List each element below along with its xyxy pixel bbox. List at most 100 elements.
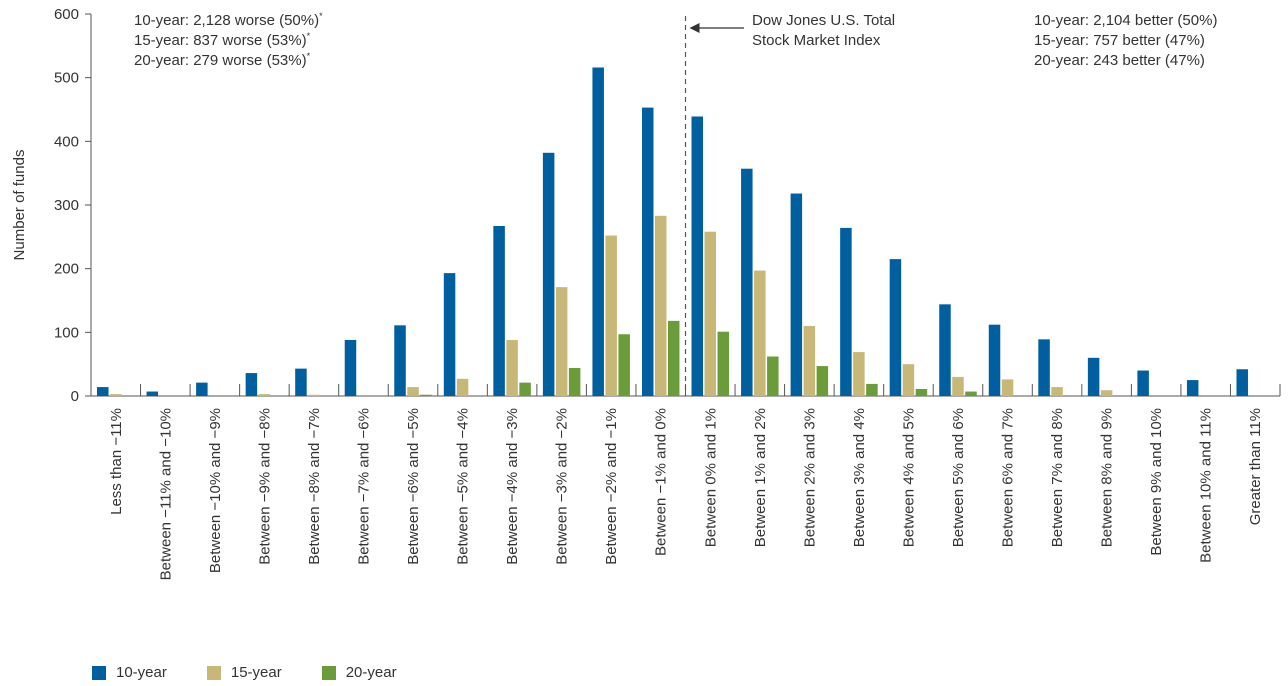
category-label-19: Between 7% and 8%: [1049, 408, 1066, 547]
bar-10-year-11: [641, 107, 654, 396]
bar-10-year-8: [493, 226, 505, 396]
category-label-22: Between 10% and 11%: [1198, 408, 1215, 563]
bar-20-year-14: [816, 366, 829, 396]
legend-swatch-10yr: [92, 665, 106, 680]
better-line-20yr: 20-year: 243 better (47%): [1034, 52, 1205, 69]
bar-15-year-13: [754, 270, 766, 396]
category-label-5: Between −7% and −6%: [355, 408, 372, 565]
reference-line-label: Dow Jones U.S. Total Stock Market Index: [752, 11, 895, 51]
reference-label-line-1: Dow Jones U.S. Total: [752, 12, 896, 29]
bar-15-year-4: [308, 394, 320, 396]
bar-15-year-6: [407, 387, 419, 396]
y-tick-label: 200: [54, 261, 79, 278]
y-tick-label: 0: [71, 388, 79, 405]
bar-20-year-9: [568, 367, 581, 396]
bar-20-year-13: [767, 356, 779, 396]
legend-label-15yr: 15-year: [230, 664, 282, 681]
bar-10-year-6: [394, 325, 406, 396]
category-label-9: Between −3% and −2%: [554, 408, 571, 565]
better-line-10yr: 10-year: 2,104 better (50%): [1034, 12, 1218, 29]
bar-15-year-11: [654, 215, 667, 396]
bar-10-year-1: [146, 391, 159, 396]
bar-10-year-15: [840, 227, 852, 396]
worse-annotation: 10-year: 2,128 worse (50%)* 15-year: 837…: [134, 11, 323, 71]
bar-15-year-19: [1051, 387, 1063, 396]
bar-20-year-17: [965, 391, 977, 396]
bar-10-year-7: [443, 273, 456, 396]
bar-10-year-23: [1236, 369, 1248, 396]
category-label-12: Between 0% and 1%: [702, 408, 719, 547]
bar-20-year-6: [420, 394, 432, 396]
legend-item-20yr: 20-year: [321, 664, 397, 681]
y-tick-label: 400: [54, 133, 79, 150]
category-label-20: Between 8% and 9%: [1099, 408, 1116, 547]
bar-20-year-16: [915, 388, 928, 396]
category-label-17: Between 5% and 6%: [950, 408, 967, 547]
category-label-15: Between 3% and 4%: [851, 408, 868, 547]
bar-10-year-19: [1038, 339, 1050, 396]
bar-10-year-5: [344, 339, 357, 396]
bar-20-year-15: [866, 383, 878, 396]
legend-item-10yr: 10-year: [92, 664, 167, 681]
bar-10-year-22: [1186, 380, 1199, 396]
bar-20-year-11: [667, 320, 680, 396]
worse-line-10yr: 10-year: 2,128 worse (50%)*: [134, 11, 323, 30]
bar-10-year-20: [1087, 357, 1100, 396]
category-label-0: Less than −11%: [108, 408, 125, 515]
category-label-14: Between 2% and 3%: [801, 408, 818, 547]
y-tick-label: 600: [54, 6, 79, 23]
bar-15-year-12: [704, 231, 717, 396]
better-annotation: 10-year: 2,104 better (50%) 15-year: 757…: [1034, 11, 1217, 71]
category-label-13: Between 1% and 2%: [752, 408, 769, 547]
legend-item-15yr: 15-year: [206, 664, 282, 681]
category-label-6: Between −6% and −5%: [405, 408, 422, 565]
category-label-10: Between −2% and −1%: [603, 408, 620, 565]
bar-10-year-18: [988, 324, 1001, 396]
category-label-7: Between −5% and −4%: [455, 408, 472, 565]
bar-10-year-14: [790, 193, 803, 396]
bar-15-year-7: [456, 378, 469, 396]
legend-label-10yr: 10-year: [116, 664, 167, 681]
worse-line-15yr: 15-year: 837 worse (53%)*: [134, 31, 311, 50]
bar-15-year-10: [605, 235, 617, 396]
worse-line-20yr: 20-year: 279 worse (53%)*: [134, 51, 311, 70]
y-tick-label: 500: [54, 70, 79, 87]
category-label-11: Between −1% and 0%: [653, 408, 670, 556]
bar-15-year-16: [902, 364, 915, 396]
bar-10-year-12: [691, 116, 704, 397]
y-tick-label: 300: [54, 197, 79, 214]
y-axis-label: Number of funds: [11, 150, 28, 261]
bar-10-year-16: [889, 259, 902, 396]
bar-10-year-9: [542, 152, 555, 396]
category-label-21: Between 9% and 10%: [1148, 408, 1165, 556]
better-line-15yr: 15-year: 757 better (47%): [1034, 32, 1205, 49]
category-label-16: Between 4% and 5%: [900, 408, 917, 547]
bar-15-year-20: [1100, 390, 1113, 396]
legend-swatch-20yr: [321, 665, 336, 680]
bar-20-year-8: [519, 382, 531, 396]
bar-15-year-17: [952, 376, 964, 396]
bar-15-year-3: [258, 394, 271, 396]
category-label-3: Between −9% and −8%: [256, 408, 273, 565]
legend: 10-year 15-year 20-year: [92, 664, 397, 681]
legend-swatch-15yr: [206, 665, 221, 680]
bar-10-year-10: [592, 67, 604, 396]
category-label-2: Between −10% and −9%: [207, 408, 224, 573]
bar-10-year-21: [1137, 370, 1149, 396]
category-label-18: Between 6% and 7%: [1000, 408, 1017, 547]
bar-15-year-18: [1001, 379, 1014, 396]
category-label-8: Between −4% and −3%: [504, 408, 521, 565]
bar-10-year-2: [196, 382, 208, 396]
bar-10-year-4: [295, 368, 307, 396]
category-label-23: Greater than 11%: [1247, 408, 1264, 525]
bar-15-year-15: [853, 352, 865, 396]
legend-label-20yr: 20-year: [345, 664, 397, 681]
category-label-4: Between −8% and −7%: [306, 408, 323, 565]
bar-15-year-8: [506, 339, 518, 396]
reference-arrow-head: [689, 23, 700, 33]
bar-20-year-12: [717, 331, 730, 396]
bar-15-year-9: [555, 287, 568, 396]
bar-10-year-3: [245, 373, 258, 396]
bar-20-year-10: [618, 334, 630, 396]
